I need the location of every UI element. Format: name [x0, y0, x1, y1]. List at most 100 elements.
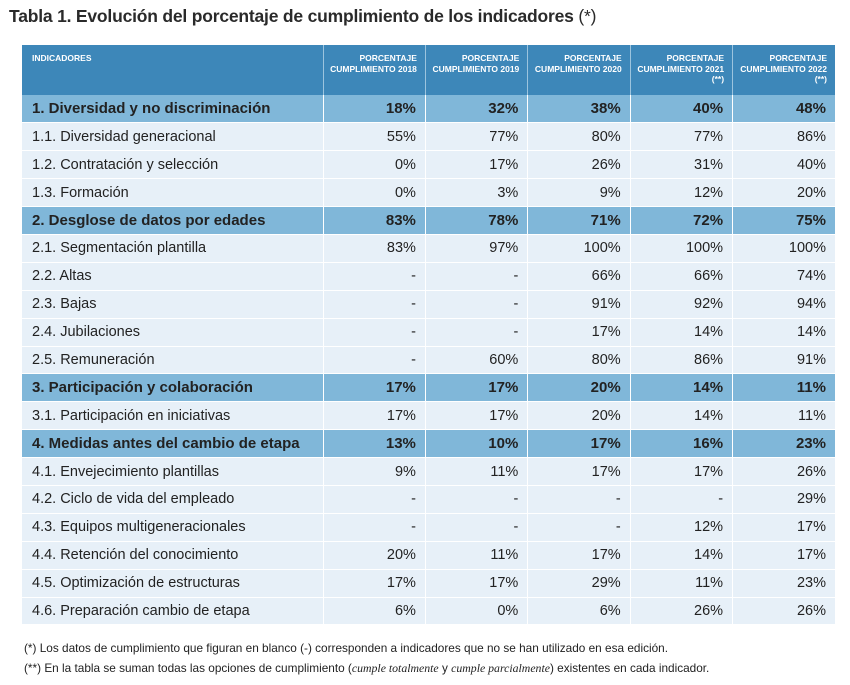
percentage-cell: 100% [527, 234, 631, 263]
section-row: 2. Desglose de datos por edades 83% 78% 71%… [22, 206, 835, 235]
indicator-label: 3. Participación y colaboración [22, 373, 324, 403]
percentage-cell: 60% [425, 346, 529, 375]
table-row: 1.1. Diversidad generacional 55% 77% 80% 77%… [22, 122, 835, 152]
section-row: 4. Medidas antes del cambio de etapa 13% 1… [22, 429, 835, 459]
indicator-label: 4.1. Envejecimiento plantillas [22, 457, 324, 486]
percentage-cell: 92% [630, 290, 734, 319]
percentage-cell: 0% [425, 597, 529, 626]
percentage-cell: 16% [630, 429, 734, 459]
percentage-cell: - [425, 513, 529, 542]
percentage-cell: 17% [630, 457, 734, 486]
percentage-cell: 18% [323, 95, 426, 124]
table-row: 2.2. Altas - -66% 66% 74% [22, 262, 835, 291]
percentage-cell: 91% [527, 290, 631, 319]
percentage-cell: 86% [630, 346, 734, 375]
footnote-2-italic: cumple totalmente [351, 661, 439, 675]
section-row: 3. Participación y colaboración 17% 17% 20%… [22, 373, 835, 403]
footnote-2-text: (**) En la tabla se suman todas las opci… [24, 661, 352, 675]
percentage-cell: 20% [527, 401, 631, 431]
footnote-2-text: y [438, 661, 452, 675]
indicator-label: 2.5. Remuneración [22, 346, 324, 375]
header-year: PORCENTAJE CUMPLIMIENTO 2019 [425, 45, 529, 95]
percentage-cell: 100% [630, 234, 734, 263]
percentage-cell: - [425, 290, 529, 319]
percentage-cell: - [323, 290, 426, 319]
percentage-cell: 83% [323, 234, 426, 263]
percentage-cell: 17% [732, 541, 835, 570]
percentage-cell: 17% [527, 457, 631, 486]
indicator-label: 2. Desglose de datos por edades [22, 206, 324, 235]
percentage-cell: - [425, 318, 529, 347]
compliance-table: INDICADORES PORCENTAJE CUMPLIMIENTO 2018 P… [22, 45, 835, 626]
percentage-cell: 17% [425, 150, 529, 180]
percentage-cell: 40% [630, 95, 734, 124]
percentage-cell: 40% [732, 150, 835, 180]
title-suffix: (*) [573, 6, 597, 26]
percentage-cell: 17% [323, 401, 426, 431]
percentage-cell: 23% [732, 569, 835, 598]
header-indicadores: INDICADORES [22, 45, 324, 95]
percentage-cell: 14% [630, 318, 734, 347]
percentage-cell: 12% [630, 513, 734, 542]
header-year: PORCENTAJE CUMPLIMIENTO 2020 [527, 45, 631, 95]
percentage-cell: 83% [323, 206, 426, 235]
table-row: 2.3. Bajas - -91% 92% 94% [22, 290, 835, 319]
percentage-cell: 12% [630, 178, 734, 208]
indicator-label: 4. Medidas antes del cambio de etapa [22, 429, 324, 459]
percentage-cell: 29% [527, 569, 631, 598]
percentage-cell: 29% [732, 485, 835, 514]
indicator-label: 4.5. Optimización de estructuras [22, 569, 324, 598]
percentage-cell: 6% [527, 597, 631, 626]
table-row: 4.6. Preparación cambio de etapa 6% 0% 6% 26… [22, 597, 835, 626]
table-title: Tabla 1. Evolución del porcentaje de cum… [9, 6, 596, 27]
percentage-cell: 3% [425, 178, 529, 208]
indicator-label: 1.2. Contratación y selección [22, 150, 324, 180]
percentage-cell: 94% [732, 290, 835, 319]
percentage-cell: 11% [732, 373, 835, 403]
indicator-label: 4.4. Retención del conocimiento [22, 541, 324, 570]
footnote-1: (*) Los datos de cumplimiento que figura… [24, 641, 668, 655]
percentage-cell: 10% [425, 429, 529, 459]
percentage-cell: 78% [425, 206, 529, 235]
percentage-cell: 38% [527, 95, 631, 124]
percentage-cell: - [630, 485, 734, 514]
percentage-cell: 75% [732, 206, 835, 235]
percentage-cell: 74% [732, 262, 835, 291]
percentage-cell: 20% [527, 373, 631, 403]
indicator-label: 1. Diversidad y no discriminación [22, 95, 324, 124]
table-row: 1.3. Formación 0% 3% 9% 12% 20% [22, 178, 835, 208]
percentage-cell: 91% [732, 346, 835, 375]
section-row: 1. Diversidad y no discriminación 18% 32% 3… [22, 95, 835, 124]
percentage-cell: 48% [732, 95, 835, 124]
percentage-cell: 31% [630, 150, 734, 180]
header-row: INDICADORES PORCENTAJE CUMPLIMIENTO 2018 P… [22, 45, 835, 95]
percentage-cell: 26% [732, 457, 835, 486]
percentage-cell: 77% [425, 122, 529, 152]
percentage-cell: 17% [323, 373, 426, 403]
indicator-label: 4.6. Preparación cambio de etapa [22, 597, 324, 626]
title-text: Tabla 1. Evolución del porcentaje de cum… [9, 6, 574, 26]
percentage-cell: 17% [425, 373, 529, 403]
percentage-cell: 17% [323, 569, 426, 598]
percentage-cell: - [425, 262, 529, 291]
percentage-cell: 6% [323, 597, 426, 626]
percentage-cell: 11% [732, 401, 835, 431]
percentage-cell: 26% [527, 150, 631, 180]
percentage-cell: 100% [732, 234, 835, 263]
percentage-cell: 71% [527, 206, 631, 235]
percentage-cell: 14% [630, 401, 734, 431]
percentage-cell: - [323, 262, 426, 291]
percentage-cell: - [323, 346, 426, 375]
table-row: 2.5. Remuneración -60% 80% 86% 91% [22, 346, 835, 375]
percentage-cell: 17% [425, 569, 529, 598]
table-row: 4.1. Envejecimiento plantillas 9% 11% 17% 17… [22, 457, 835, 486]
percentage-cell: - [425, 485, 529, 514]
percentage-cell: 14% [732, 318, 835, 347]
table-row: 4.3. Equipos multigeneracionales - - -12% 17… [22, 513, 835, 542]
table-row: 2.4. Jubilaciones - -17% 14% 14% [22, 318, 835, 347]
percentage-cell: 20% [323, 541, 426, 570]
percentage-cell: - [527, 485, 631, 514]
percentage-cell: 66% [527, 262, 631, 291]
indicator-label: 1.3. Formación [22, 178, 324, 208]
table-row: 3.1. Participación en iniciativas 17% 17% 2… [22, 401, 835, 431]
